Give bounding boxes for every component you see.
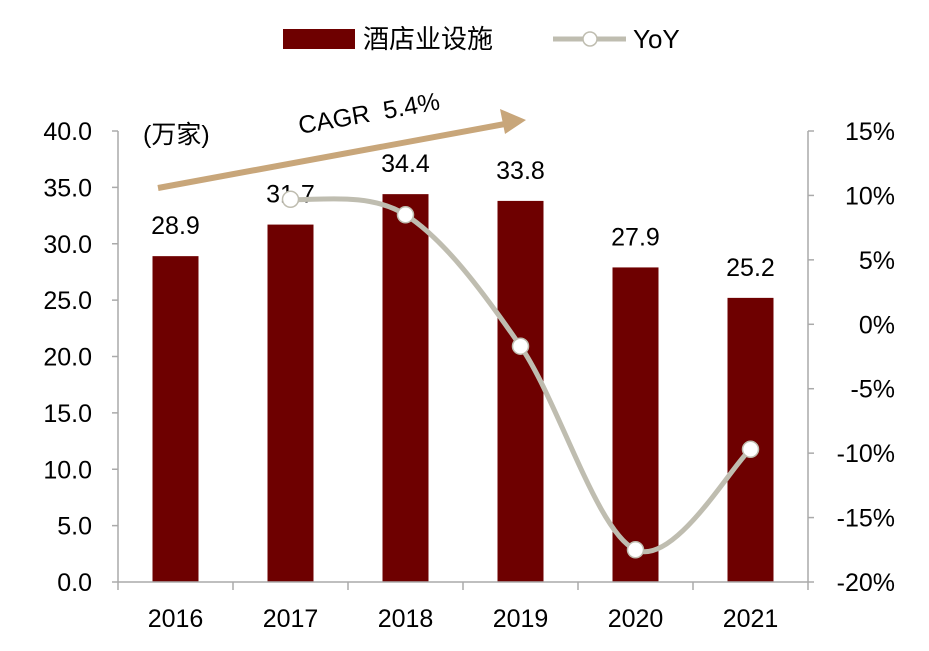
right-tick-label: -5% <box>851 376 895 404</box>
bar-data-label: 33.8 <box>496 157 545 185</box>
yoy-point <box>281 190 300 209</box>
bar <box>152 256 199 582</box>
legend-line-label: YoY <box>633 24 680 54</box>
yoy-line-path <box>290 196 753 555</box>
legend: 酒店业设施 YoY <box>283 24 680 54</box>
yoy-point <box>626 541 645 559</box>
x-tick-label: 2018 <box>378 605 434 633</box>
left-axis-unit-label: (万家) <box>143 121 210 149</box>
left-tick-label: 40.0 <box>43 118 92 146</box>
legend-line-marker <box>582 31 598 47</box>
bar-data-label: 28.9 <box>151 212 200 240</box>
x-tick-label: 2017 <box>263 605 319 633</box>
bar <box>497 200 544 582</box>
bar <box>267 224 314 582</box>
bar <box>612 267 659 582</box>
x-tick-label: 2020 <box>608 605 664 633</box>
x-tick-label: 2019 <box>493 605 549 633</box>
legend-bar-label: 酒店业设施 <box>363 24 493 54</box>
cagr-annotation: CAGR 5.4% <box>157 87 526 191</box>
legend-bar-swatch <box>283 29 355 49</box>
cagr-label: CAGR 5.4% <box>296 87 442 139</box>
left-tick-label: 35.0 <box>43 174 92 202</box>
left-tick-label: 30.0 <box>43 231 92 259</box>
left-tick-label: 5.0 <box>57 513 92 541</box>
yoy-point <box>511 337 530 355</box>
bar <box>727 297 774 582</box>
x-axis: 2016 2017 2018 2019 2020 2021 <box>117 581 809 633</box>
bar-data-label: 34.4 <box>381 150 430 178</box>
cagr-arrow-shaft <box>157 121 506 191</box>
left-tick-label: 25.0 <box>43 287 92 315</box>
cagr-arrow-head <box>500 109 526 134</box>
yoy-series <box>281 190 760 559</box>
right-tick-label: -15% <box>837 505 895 533</box>
right-tick-label: 5% <box>859 247 895 275</box>
right-tick-label: 0% <box>859 311 895 339</box>
right-tick-label: -10% <box>837 440 895 468</box>
left-tick-label: 0.0 <box>57 569 92 597</box>
left-tick-label: 10.0 <box>43 456 92 484</box>
x-tick-label: 2016 <box>148 605 204 633</box>
bar <box>382 194 429 582</box>
left-axis: 0.0 5.0 10.0 15.0 20.0 25.0 30.0 35.0 40.0 <box>43 118 119 597</box>
yoy-point <box>741 440 760 459</box>
right-tick-label: -20% <box>837 569 895 597</box>
right-tick-label: 15% <box>845 118 895 146</box>
right-axis: -20% -15% -10% -5% 0% 5% 10% 15% <box>807 118 895 597</box>
right-tick-label: 10% <box>845 182 895 210</box>
left-tick-label: 15.0 <box>43 400 92 428</box>
left-tick-label: 20.0 <box>43 344 92 372</box>
bar-data-label: 25.2 <box>726 254 775 282</box>
yoy-point <box>396 206 415 224</box>
x-tick-label: 2021 <box>723 605 779 633</box>
bar-data-label: 27.9 <box>611 223 660 251</box>
bar-series <box>152 194 774 582</box>
